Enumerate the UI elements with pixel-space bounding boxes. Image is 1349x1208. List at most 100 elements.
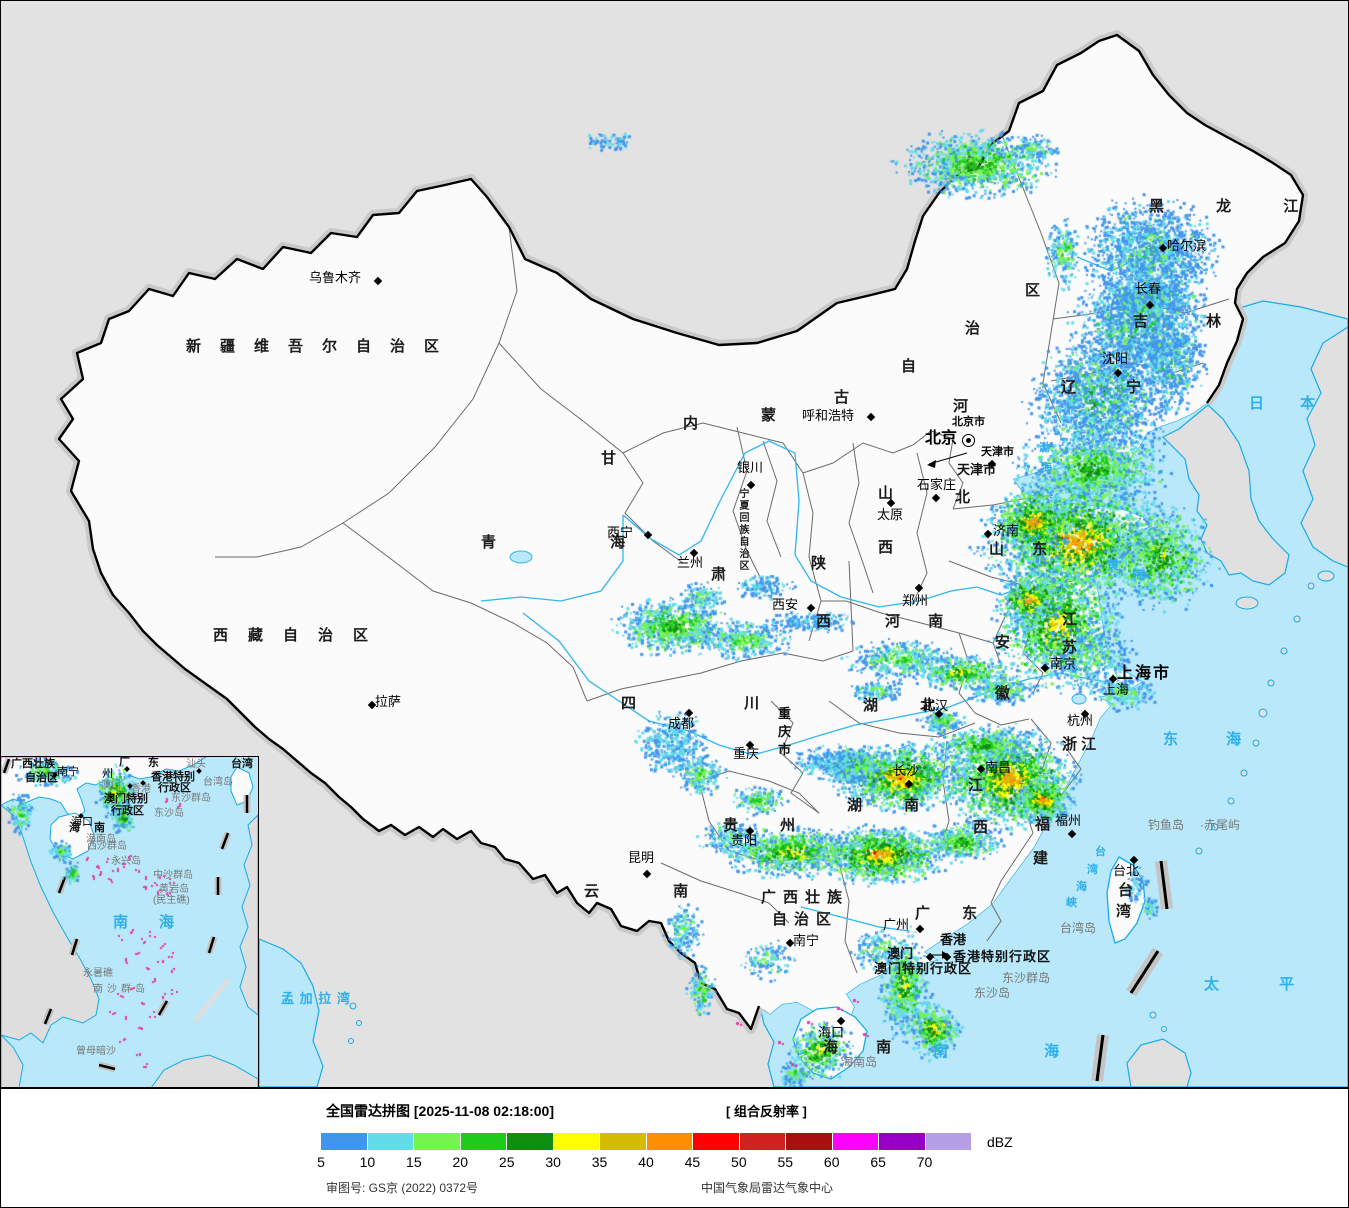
credit-label: 中国气象局雷达气象中心	[701, 1181, 834, 1195]
legend-tick: 10	[359, 1154, 376, 1170]
map-label: 海	[1133, 568, 1146, 582]
city-dot	[806, 603, 816, 613]
map-label: 行政区	[111, 805, 144, 817]
nine-dash-line	[1091, 860, 1173, 1082]
map-label: 天津市	[981, 446, 1014, 458]
map-label: 台湾	[231, 758, 253, 770]
map-label: 西	[878, 539, 894, 556]
legend-tick: 70	[916, 1154, 933, 1170]
map-label: 峡	[1066, 897, 1077, 909]
map-label: 海	[1076, 881, 1087, 893]
map-label: 南	[94, 822, 105, 834]
map-label: 渤	[1039, 442, 1050, 454]
city-dot	[942, 952, 952, 962]
legend-color-cell	[321, 1133, 367, 1150]
map-label: 浙 江	[1062, 736, 1097, 753]
map-label: 兰州	[677, 555, 704, 570]
map-label: 辽 宁	[1061, 379, 1165, 396]
city-dot	[746, 480, 756, 490]
legend-color-cell	[414, 1133, 460, 1150]
map-label: 西	[973, 819, 989, 836]
map-label: 重庆	[733, 746, 760, 761]
map-label: 自	[901, 358, 917, 375]
map-label: 永暑礁	[83, 968, 113, 979]
map-label: 福	[1035, 816, 1051, 833]
legend-tick: 50	[731, 1154, 747, 1170]
map-label: 太原	[877, 507, 904, 522]
map-label: 澳门	[101, 780, 121, 791]
city-dot	[1067, 829, 1077, 839]
city-dot	[836, 1016, 846, 1026]
map-label: 杭州	[1067, 713, 1094, 728]
map-label: 河 南	[885, 613, 956, 630]
map-label: 曾母暗沙	[76, 1046, 116, 1057]
map-label: 澳门特别	[104, 793, 148, 805]
map-label: 永兴岛	[111, 856, 141, 867]
map-label: 福州	[1055, 813, 1082, 828]
map-label: 山 东	[989, 541, 1060, 558]
legend-tick: 45	[684, 1154, 701, 1170]
color-scale-ticks: 5 10 15 20 25 30 35 40 45 50 55 60 65 70	[1, 1155, 1348, 1171]
legend-color-cell	[367, 1133, 413, 1150]
legend-tick: 15	[406, 1154, 422, 1170]
city-dot	[931, 493, 941, 503]
map-label: 西沙群岛	[87, 841, 127, 852]
map-label: 吉 林	[1133, 313, 1249, 330]
map-label: 南京	[1050, 656, 1077, 671]
legend-color-cell	[786, 1133, 832, 1150]
map-label: 江	[1062, 611, 1078, 628]
map-label: 蒙	[761, 407, 777, 424]
map-label: 山	[878, 485, 894, 502]
map-label: 西	[816, 613, 832, 630]
map-label: 海	[1041, 462, 1052, 474]
legend-color-cell	[693, 1133, 739, 1150]
map-label: 孟 加 拉 湾	[281, 991, 351, 1006]
map-label: 南宁	[793, 933, 820, 948]
map-label: 苏	[1062, 639, 1078, 656]
map-label: 西藏自治区	[213, 627, 389, 644]
map-label: 长沙	[893, 763, 920, 778]
map-label: 古	[834, 389, 850, 406]
map-label: 黄	[1107, 558, 1120, 572]
legend-tick: 55	[777, 1154, 794, 1170]
map-label: 银川	[737, 460, 764, 475]
map-label: 南 海	[933, 1043, 1106, 1060]
legend-color-cell	[879, 1133, 925, 1150]
legend-color-cell	[832, 1133, 878, 1150]
map-label: 新疆维吾尔自治区	[186, 338, 459, 355]
map-label: 石家庄	[917, 477, 957, 492]
map-label: 青 海	[481, 534, 681, 551]
map-label: 广西壮族	[761, 889, 850, 906]
map-label: 钓鱼岛	[1148, 818, 1185, 832]
map-label: 甘	[601, 450, 617, 467]
map-label: 贵 州	[723, 817, 815, 834]
map-label: 上海	[1103, 682, 1130, 697]
map-label: 成都	[668, 716, 695, 731]
map-label: 广 东	[915, 905, 992, 922]
map-label: 中沙群岛	[153, 870, 193, 881]
map-label: 北	[955, 489, 971, 506]
city-dot	[1113, 368, 1123, 378]
city-dot	[904, 779, 914, 789]
product-label: [ 组合反射率 ]	[726, 1104, 807, 1119]
map-title: 全国雷达拼图 [2025-11-08 02:18:00]	[326, 1103, 554, 1119]
inset-labels-layer: 广西壮族 自治区 南宁广东州汕头 台湾 台湾岛 香港特别 行政区 澳门特别 行政区 香港 澳门 东沙群…	[1, 756, 258, 1087]
map-label: 拉萨	[375, 694, 402, 709]
map-label: 乌鲁木齐	[309, 270, 362, 285]
map-label: 建	[1033, 850, 1049, 867]
map-label: 香港	[131, 784, 151, 795]
map-label: 西宁	[607, 525, 634, 540]
map-label: 河	[953, 398, 969, 415]
map-label: 北京	[925, 430, 958, 447]
city-dot	[866, 412, 876, 422]
map-label: 海	[159, 914, 175, 931]
map-label: 东	[148, 757, 159, 769]
map-label: 内	[683, 415, 699, 432]
legend-tick: 30	[545, 1154, 561, 1170]
city-dot	[1040, 663, 1050, 673]
unit-label: dBZ	[987, 1134, 1013, 1150]
city-dot	[983, 529, 993, 539]
map-label: 海南岛	[86, 834, 116, 845]
map-label: 广	[119, 756, 130, 768]
map-label: 东沙群岛	[1002, 971, 1051, 985]
